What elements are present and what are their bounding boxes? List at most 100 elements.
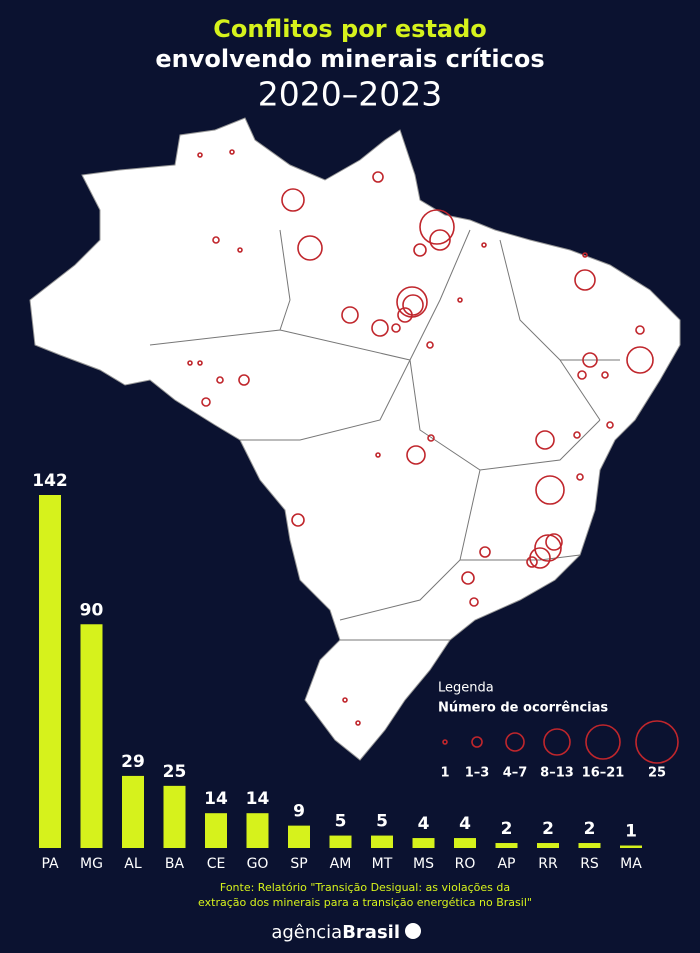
bar <box>412 838 435 848</box>
value-label: 14 <box>204 789 228 809</box>
subtitle: envolvendo minerais críticos <box>155 45 544 73</box>
map-spot <box>535 475 565 505</box>
bar <box>371 835 393 848</box>
credit-brasil: Brasil <box>342 922 400 943</box>
bar <box>454 838 476 848</box>
map-spot <box>601 371 609 379</box>
map-spot <box>479 546 491 558</box>
brazil-map <box>29 117 681 761</box>
bar <box>122 775 144 848</box>
value-label: 1 <box>625 822 637 842</box>
category-label: CE <box>207 856 226 872</box>
value-label: 2 <box>542 819 554 839</box>
map <box>29 117 681 761</box>
map-spot <box>427 434 435 442</box>
bar-chart: 142 PA 90 MG 29 AL 25 BA 14 CE 14 GO 9 SP 5 AM 5 MT 4 MS 4 RO… <box>32 471 642 872</box>
legend-label: 16–21 <box>582 766 625 781</box>
map-spot <box>216 376 224 384</box>
map-spot <box>526 556 538 568</box>
legend-circle <box>585 724 621 760</box>
category-label: MG <box>80 856 103 872</box>
map-spot <box>375 452 381 458</box>
value-label: 5 <box>335 812 347 832</box>
bar <box>39 495 61 848</box>
category-label: MT <box>372 856 393 872</box>
map-spot <box>419 209 455 245</box>
category-label: MS <box>413 856 434 872</box>
legend-label: 1–3 <box>465 766 490 781</box>
credit-agencia: agência <box>271 922 342 943</box>
map-spot <box>469 597 479 607</box>
value-label: 25 <box>163 762 187 782</box>
map-spot <box>187 360 193 366</box>
map-spot <box>576 473 584 481</box>
bar <box>578 843 601 848</box>
map-spot <box>626 346 654 374</box>
logo-mark <box>405 923 421 939</box>
map-spots <box>187 149 654 726</box>
map-spot <box>372 171 384 183</box>
map-spot <box>406 445 426 465</box>
map-spot <box>297 235 323 261</box>
bar <box>329 835 352 848</box>
bar <box>495 843 518 848</box>
map-spot <box>238 374 250 386</box>
legend-subtitle: Número de ocorrências <box>438 701 608 716</box>
category-label: AP <box>497 856 515 872</box>
state-borders <box>149 229 620 641</box>
map-spot <box>461 571 475 585</box>
legend-circle <box>505 732 525 752</box>
value-label: 29 <box>121 752 145 772</box>
period: 2020–2023 <box>258 75 442 114</box>
category-label: MA <box>620 856 642 872</box>
map-spot <box>197 152 203 158</box>
map-spot <box>201 397 211 407</box>
map-spot <box>577 370 587 380</box>
legend-circle <box>635 720 679 764</box>
source-line: extração dos minerais para a transição e… <box>198 896 532 909</box>
value-label: 14 <box>246 789 270 809</box>
map-spot <box>535 430 555 450</box>
map-spot <box>355 720 361 726</box>
bar <box>537 843 559 848</box>
map-spot <box>291 513 305 527</box>
value-label: 90 <box>80 600 104 620</box>
bar <box>620 845 642 848</box>
map-spot <box>574 269 596 291</box>
value-label: 2 <box>584 819 596 839</box>
map-spot <box>426 341 434 349</box>
map-spot <box>371 319 389 337</box>
map-spot <box>342 697 348 703</box>
value-label: 4 <box>459 814 471 834</box>
value-label: 142 <box>32 471 68 491</box>
legend-circle <box>442 739 448 745</box>
bar <box>288 825 310 848</box>
legend-label: 25 <box>648 766 666 781</box>
map-spot <box>397 307 413 323</box>
source-line: Fonte: Relatório "Transição Desigual: as… <box>220 881 510 894</box>
map-spot <box>281 188 305 212</box>
value-label: 2 <box>501 819 513 839</box>
legend-circle <box>471 736 483 748</box>
map-spot <box>582 252 588 258</box>
map-spot <box>573 431 581 439</box>
legend: 1 1–3 4–7 8–13 16–21 25 <box>440 720 679 781</box>
map-spot <box>402 294 424 316</box>
title: Conflitos por estado <box>213 15 487 43</box>
value-label: 9 <box>293 802 305 822</box>
map-spot <box>197 360 203 366</box>
legend-label: 1 <box>440 766 449 781</box>
bar <box>205 813 227 848</box>
map-spot <box>391 323 401 333</box>
map-spot <box>635 325 645 335</box>
category-label: PA <box>41 856 59 872</box>
category-label: AL <box>124 856 142 872</box>
legend-title: Legenda <box>438 681 494 696</box>
category-label: BA <box>165 856 185 872</box>
category-label: RO <box>455 856 476 872</box>
legend-label: 4–7 <box>503 766 528 781</box>
category-label: RS <box>580 856 599 872</box>
bar <box>163 785 186 848</box>
